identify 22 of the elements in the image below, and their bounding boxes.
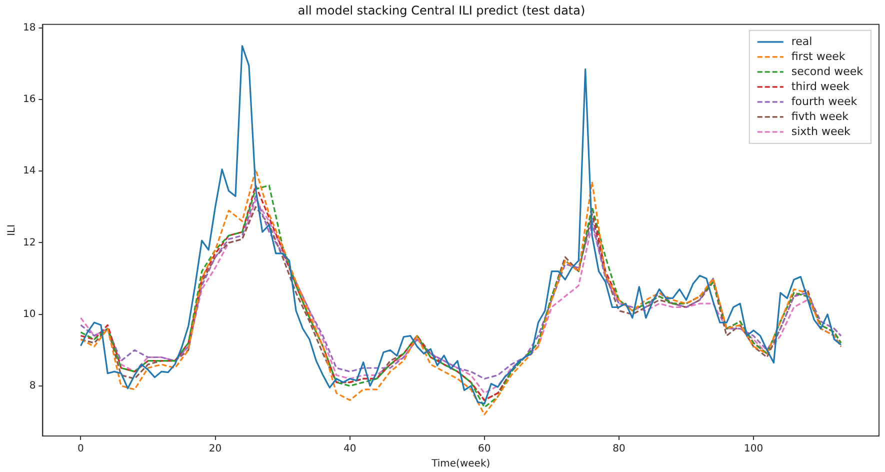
x-tick-label: 20 — [208, 444, 222, 455]
y-tick-label: 16 — [22, 94, 36, 106]
legend-label: third week — [791, 80, 850, 93]
chart-title: all model stacking Central ILI predict (test data) — [298, 3, 586, 18]
y-tick-label: 10 — [22, 308, 36, 320]
legend-label: fourth week — [791, 94, 858, 108]
y-tick-label: 14 — [22, 166, 36, 177]
x-tick-label: 40 — [343, 444, 356, 455]
legend-label: sixth week — [791, 124, 851, 138]
y-tick-label: 8 — [29, 380, 36, 392]
y-axis-title: ILI — [6, 224, 18, 236]
y-tick-label: 18 — [22, 22, 36, 34]
x-tick-label: 100 — [744, 444, 764, 455]
x-tick-label: 60 — [478, 444, 491, 455]
x-axis-title: Time(week) — [430, 458, 490, 470]
legend-label: first week — [791, 50, 846, 63]
legend-label: real — [791, 34, 812, 48]
legend-label: second week — [791, 64, 864, 78]
y-tick-label: 12 — [22, 237, 36, 248]
legend-label: fivth week — [791, 110, 850, 123]
x-tick-label: 80 — [612, 444, 626, 455]
x-tick-label: 0 — [78, 444, 84, 455]
